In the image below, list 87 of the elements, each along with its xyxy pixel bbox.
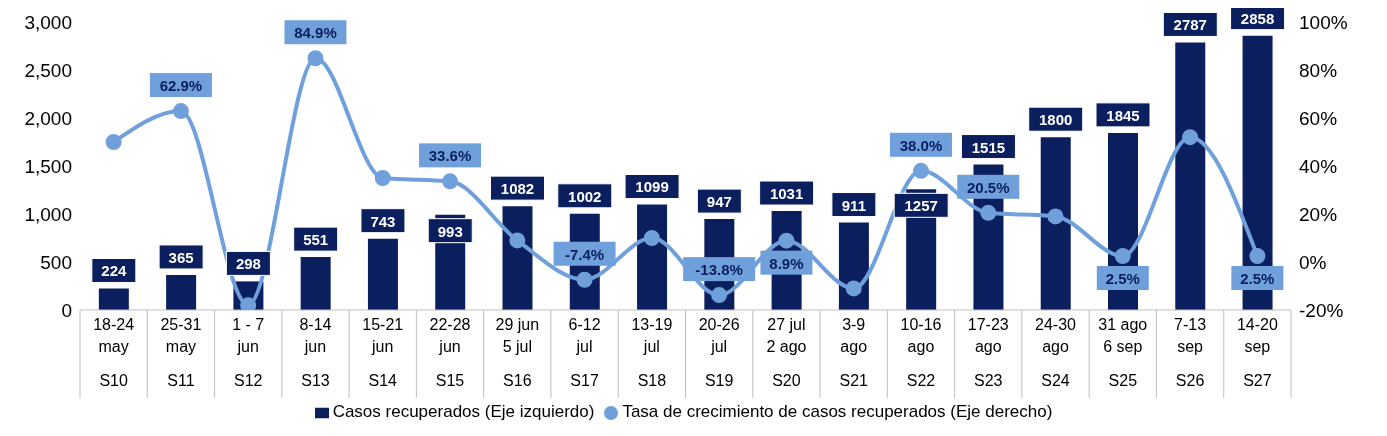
x-tick-label: 22-28 jun S15 — [429, 316, 471, 389]
data-label: 8.9% — [769, 254, 804, 272]
data-label: 1099 — [635, 178, 669, 196]
x-tick-label: 17-23 ago S23 — [967, 316, 1009, 389]
y-tick-label: 0 — [61, 299, 72, 321]
y2-tick-label: 20% — [1299, 203, 1338, 225]
data-label: 62.9% — [159, 77, 203, 95]
data-label: 947 — [706, 193, 732, 211]
data-label: 743 — [370, 212, 396, 230]
y2-tick-label: -20% — [1299, 299, 1344, 321]
bar — [98, 288, 129, 310]
data-label: 1082 — [500, 180, 535, 198]
bar — [166, 274, 197, 310]
data-label: 1800 — [1039, 111, 1073, 129]
x-tick-label: 25-31 may S11 — [160, 316, 202, 389]
x-tick-label: 15-21 jun S14 — [362, 316, 404, 389]
data-label: 2.5% — [1240, 270, 1275, 287]
point — [980, 204, 997, 221]
data-label: 298 — [235, 255, 261, 273]
bar — [637, 204, 668, 310]
bar — [1040, 137, 1071, 310]
data-label: 2858 — [1240, 9, 1275, 27]
data-label: 2.5% — [1105, 270, 1140, 287]
x-tick-label: 27 jul 2 ago S20 — [766, 316, 807, 389]
point — [643, 230, 660, 246]
point — [509, 232, 526, 249]
data-label: 38.0% — [899, 136, 943, 154]
point — [172, 103, 189, 120]
y2-tick-label: 60% — [1299, 107, 1338, 129]
data-label: 1845 — [1106, 106, 1140, 124]
point — [778, 232, 795, 249]
y-tick-label: 3,000 — [24, 11, 72, 33]
legend-label: Tasa de crecimiento de casos recuperados (Eje derecho) — [622, 402, 1053, 421]
data-label: 1515 — [971, 138, 1006, 156]
bar — [367, 238, 398, 310]
point — [105, 134, 122, 150]
x-tick-label: 14-20 sep S27 — [1236, 316, 1278, 389]
point — [1047, 208, 1064, 225]
legend-label: Casos recuperados (Eje izquierdo) — [332, 402, 595, 421]
y-tick-label: 1,000 — [24, 203, 72, 225]
data-label: 365 — [168, 248, 194, 266]
bar — [300, 257, 331, 310]
data-label: 551 — [303, 231, 329, 249]
data-label: 911 — [841, 196, 866, 214]
point — [307, 50, 324, 67]
data-label: 33.6% — [428, 147, 472, 165]
bar — [502, 206, 533, 310]
point — [845, 280, 862, 297]
y-tick-label: 500 — [40, 251, 72, 273]
x-tick-label: 31 ago 6 sep S25 — [1098, 316, 1148, 389]
point — [576, 271, 593, 288]
point — [1114, 248, 1131, 264]
point — [1249, 248, 1266, 264]
data-label: 1002 — [568, 187, 602, 205]
data-label: -7.4% — [564, 245, 605, 263]
point — [374, 170, 391, 186]
x-tick-label: 29 jun 5 jul S16 — [495, 316, 540, 389]
x-tick-label: 20-26 jul S19 — [698, 316, 740, 389]
data-label: 1031 — [769, 185, 804, 203]
x-tick-label: 10-16 ago S22 — [900, 316, 942, 389]
point — [442, 173, 459, 190]
point — [1182, 129, 1199, 146]
data-label: 224 — [101, 262, 128, 280]
data-label: 993 — [437, 222, 463, 240]
x-tick-label: 13-19 jul S18 — [631, 316, 673, 389]
y2-tick-label: 80% — [1299, 59, 1338, 81]
y-tick-label: 1,500 — [24, 155, 72, 177]
y2-tick-label: 100% — [1299, 11, 1348, 33]
point — [912, 162, 929, 179]
x-tick-label: 1 - 7 jun S12 — [232, 316, 265, 389]
x-tick-label: 24-30 ago S24 — [1035, 316, 1077, 389]
bar — [1175, 42, 1206, 310]
x-tick-label: 3-9 ago S21 — [839, 316, 869, 389]
x-tick-label: 8-14 jun S13 — [299, 316, 332, 389]
y-tick-label: 2,500 — [24, 59, 72, 81]
data-label: 1257 — [904, 197, 938, 215]
data-label: 84.9% — [294, 24, 337, 42]
x-tick-label: 6-12 jul S17 — [568, 316, 601, 389]
x-tick-label: 18-24 may S10 — [93, 316, 135, 389]
point — [711, 287, 728, 304]
y2-tick-label: 0% — [1299, 251, 1327, 273]
data-label: 2787 — [1173, 16, 1207, 34]
data-label: 20.5% — [966, 178, 1010, 196]
x-tick-label: 7-13 sep S26 — [1174, 316, 1207, 389]
y-tick-label: 2,000 — [24, 107, 72, 129]
y2-tick-label: 40% — [1299, 155, 1338, 177]
data-label: -13.8% — [695, 261, 743, 279]
